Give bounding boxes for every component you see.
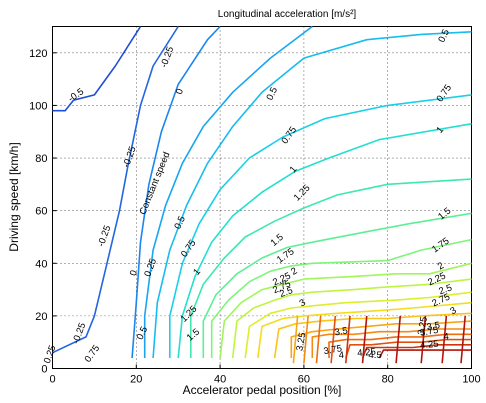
x-tick-label: 20 — [130, 374, 142, 386]
contour-line — [292, 315, 299, 364]
contour-label: 1 — [288, 164, 300, 175]
y-tick-label: 20 — [35, 311, 47, 323]
contour-line — [345, 315, 351, 364]
x-tick-label: 0 — [49, 374, 55, 386]
contour-label: 1 — [191, 267, 203, 278]
y-axis-ticks: 0 20 40 60 80 100 120 — [29, 48, 57, 376]
contour-line — [303, 315, 309, 364]
contour-label: 3.5 — [426, 320, 441, 333]
y-axis-label: Driving speed [km/h] — [7, 142, 21, 251]
contour-line — [361, 315, 368, 364]
contour-line — [395, 315, 402, 364]
contour-label: 3.25 — [294, 332, 308, 352]
contour-line — [152, 31, 472, 359]
x-axis-label: Accelerator pedal position [%] — [183, 383, 342, 397]
contour-line — [219, 262, 472, 359]
contour-label: 2 — [289, 266, 299, 278]
contour-label: 3.75 — [323, 343, 343, 357]
contour-line — [441, 315, 448, 364]
y-tick-label: 100 — [29, 100, 47, 112]
contour-label: 4 — [338, 350, 344, 361]
contour-line — [169, 94, 472, 358]
x-tick-label: 100 — [462, 374, 480, 386]
x-axis-ticks: 0 20 40 60 80 100 — [49, 364, 481, 386]
contour-label: 4.5 — [369, 350, 382, 361]
x-tick-label: 60 — [298, 374, 310, 386]
contour-label: 4 — [443, 331, 449, 342]
contour-line — [345, 338, 472, 359]
contour-line — [231, 278, 472, 359]
contour-label: 4.25 — [357, 347, 376, 360]
contour-line — [257, 301, 472, 359]
contour-label: 4.25 — [420, 339, 439, 352]
contour-label: 0.5 — [135, 325, 151, 342]
contour-label: 2.5 — [437, 282, 453, 297]
contour-line — [143, 25, 313, 358]
x-tick-label: 80 — [382, 374, 394, 386]
y-tick-label: 80 — [35, 153, 47, 165]
contour-line — [315, 315, 322, 364]
contour-label: 3 — [448, 305, 458, 317]
contour-label: 0 — [174, 87, 186, 95]
y-tick-label: 0 — [41, 364, 47, 376]
contour-label: 3.5 — [334, 325, 349, 338]
contour-label: 3.75 — [419, 325, 439, 339]
contour-line — [52, 26, 179, 354]
y-tick-label: 120 — [29, 48, 47, 60]
contour-line — [330, 315, 337, 364]
contour-line — [202, 212, 472, 358]
contour-label: 1 — [434, 125, 446, 136]
y-tick-label: 40 — [35, 258, 47, 270]
contour-label: 0.5 — [436, 28, 452, 45]
contour-line — [273, 312, 472, 359]
contour-line — [177, 123, 472, 359]
contour-line — [311, 328, 472, 358]
contour-label: 2.5 — [278, 285, 294, 300]
contour-label: 2 — [436, 260, 446, 272]
contour-line — [244, 291, 472, 359]
y-tick-label: 60 — [35, 206, 47, 218]
x-tick-label: 40 — [214, 374, 226, 386]
contour-line — [460, 315, 467, 364]
contour-line — [210, 238, 472, 358]
chart-title: Longitudinal acceleration [m/s²] — [218, 9, 357, 20]
contour-label: 0 — [128, 269, 140, 277]
contour-label: 3.25 — [416, 316, 430, 336]
contour-label: 3 — [298, 297, 308, 309]
contour-line — [131, 25, 221, 359]
contour-label: 0.5 — [265, 86, 281, 103]
contour-line — [420, 315, 427, 364]
contour-line — [328, 333, 472, 358]
contour-line — [190, 178, 472, 358]
contour-label: 0.5 — [172, 214, 188, 231]
contour-lines — [52, 25, 472, 364]
contour-line — [52, 26, 142, 112]
